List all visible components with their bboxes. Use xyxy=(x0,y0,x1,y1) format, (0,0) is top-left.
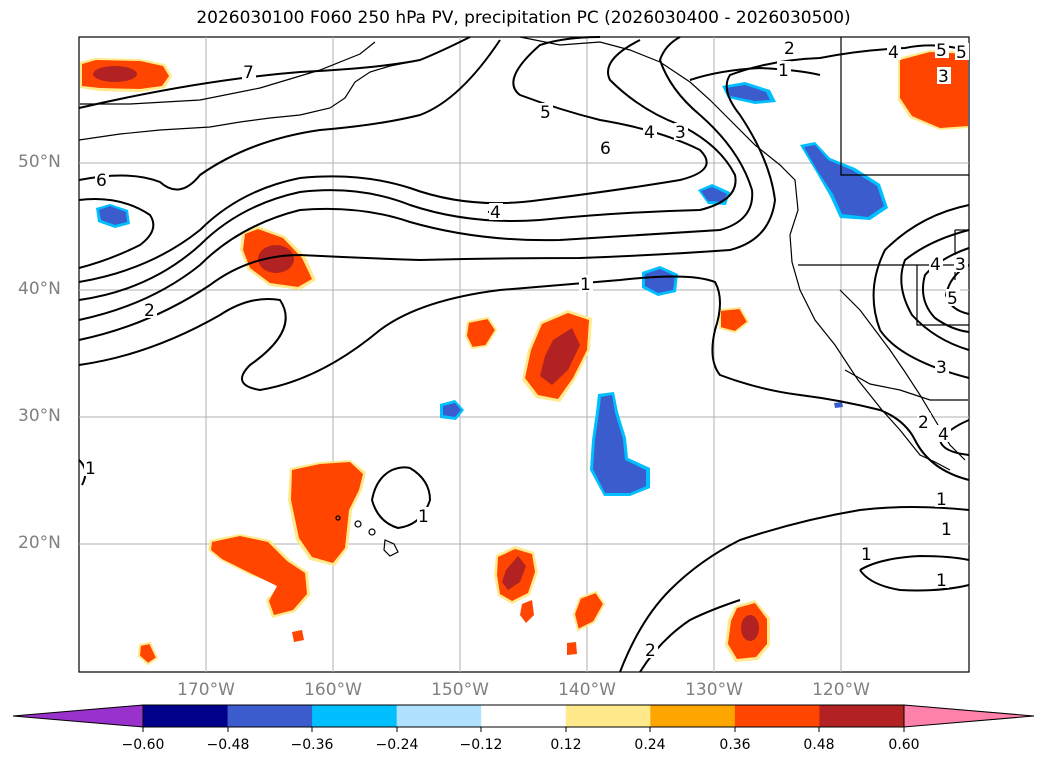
contour-label: 5 xyxy=(936,41,947,61)
pv-contour-6a xyxy=(78,39,501,191)
contour-label: 1 xyxy=(85,459,96,479)
precip-blob xyxy=(726,85,770,101)
colorbar-tick-label: 0.12 xyxy=(550,737,582,753)
pv-contour-2b xyxy=(619,506,970,673)
contour-label: 1 xyxy=(778,61,789,81)
precip-blob xyxy=(211,536,307,615)
contour-label: 4 xyxy=(490,203,501,223)
colorbar-segment xyxy=(312,705,398,727)
colorbar-segment xyxy=(734,705,820,727)
lat-label-30n: 30°N xyxy=(18,406,61,426)
colorbar-outline xyxy=(142,704,905,728)
coastline-alaska xyxy=(78,61,411,141)
contour-label: 6 xyxy=(96,171,107,191)
contour-label: 1 xyxy=(861,545,872,565)
colorbar-segment xyxy=(143,705,229,727)
colorbar-extend-max xyxy=(903,704,1035,728)
colorbar xyxy=(12,704,1035,732)
colorbar-segment xyxy=(819,705,905,727)
colorbar-tick-label: −0.24 xyxy=(375,737,419,753)
coastline-north-america xyxy=(519,36,951,471)
colorbar-tick-label: 0.48 xyxy=(803,737,835,753)
contour-label: 2 xyxy=(784,39,795,59)
colorbar-segment xyxy=(650,705,736,727)
precip-blob xyxy=(804,145,884,217)
contour-label: 5 xyxy=(956,43,967,63)
contour-label: 4 xyxy=(644,123,655,143)
border-canada-us xyxy=(840,37,969,176)
colorbar-segment xyxy=(227,705,313,727)
contour-label: 4 xyxy=(938,425,949,445)
colorbar-tick-label: 0.24 xyxy=(634,737,666,753)
precip-blob xyxy=(443,403,461,417)
colorbar-tick-label: −0.36 xyxy=(290,737,334,753)
pv-contour-2c xyxy=(872,204,970,379)
contour-label: 2 xyxy=(144,301,155,321)
contour-label: 3 xyxy=(938,67,949,87)
precip-blob xyxy=(719,306,750,334)
pv-contour-1d xyxy=(370,466,432,530)
contour-label: 1 xyxy=(936,490,947,510)
precip-blob xyxy=(645,269,675,293)
colorbar-tick-label: 0.36 xyxy=(719,737,751,753)
pv-contour-3b xyxy=(900,229,970,351)
precip-blob xyxy=(593,395,646,493)
pv-contour-1b xyxy=(689,66,821,81)
lon-label-170w: 170°W xyxy=(177,680,235,700)
contour-label: 3 xyxy=(675,123,686,143)
precip-blob xyxy=(464,316,498,350)
contour-label: 6 xyxy=(600,139,611,159)
lon-label-130w: 130°W xyxy=(685,680,743,700)
contour-label: 4 xyxy=(930,255,941,275)
lon-label-160w: 160°W xyxy=(304,680,362,700)
colorbar-extend-min xyxy=(12,704,144,728)
lon-label-120w: 120°W xyxy=(812,680,870,700)
contour-label: 4 xyxy=(888,43,899,63)
pv-contour-3 xyxy=(78,36,754,321)
contour-label: 7 xyxy=(243,63,254,83)
lon-label-140w: 140°W xyxy=(558,680,616,700)
colorbar-tick-label: −0.60 xyxy=(121,737,165,753)
contour-label: 5 xyxy=(540,103,551,123)
contour-label: 3 xyxy=(955,255,966,275)
hawaii-islands xyxy=(335,515,399,557)
pv-contour-7 xyxy=(78,36,471,109)
pv-contour-6b xyxy=(78,198,155,269)
colorbar-segment xyxy=(565,705,651,727)
contour-label: 5 xyxy=(947,289,958,309)
map-title: 2026030100 F060 250 hPa PV, precipitatio… xyxy=(196,8,851,28)
contour-label: 2 xyxy=(645,641,656,661)
lat-label-50n: 50°N xyxy=(18,152,61,172)
contour-label: 3 xyxy=(936,358,947,378)
pv-contour-1a xyxy=(78,275,970,481)
precip-blob xyxy=(291,462,363,563)
colorbar-ticks xyxy=(142,727,905,732)
pv-contour-4 xyxy=(78,39,737,301)
pv-contour-5 xyxy=(78,36,708,283)
contour-labels: 7 6 5 4 3 2 1 6 4 2 1 1 1 5 4 3 2 1 1 xyxy=(84,39,969,661)
colorbar-tick-label: −0.48 xyxy=(206,737,250,753)
pv-contour-4b xyxy=(922,247,970,333)
precip-negative xyxy=(96,82,888,496)
colorbar-tick-label: −0.12 xyxy=(459,737,503,753)
contour-label: 1 xyxy=(580,275,591,295)
precip-blob xyxy=(572,590,606,632)
colorbar-segment xyxy=(396,705,482,727)
contour-label: 1 xyxy=(936,571,947,591)
pv-contour-1e xyxy=(859,554,970,592)
contour-label: 1 xyxy=(418,507,429,527)
precip-blob xyxy=(99,206,127,225)
contour-label: 2 xyxy=(918,413,929,433)
lon-label-150w: 150°W xyxy=(431,680,489,700)
pv-contours xyxy=(78,36,970,673)
lat-label-20n: 20°N xyxy=(18,533,61,553)
pv-contour-2 xyxy=(78,44,966,341)
contour-label: 1 xyxy=(941,520,952,540)
colorbar-segment xyxy=(481,705,567,727)
lat-label-40n: 40°N xyxy=(18,279,61,299)
precip-blob xyxy=(701,187,727,202)
colorbar-tick-label: 0.60 xyxy=(888,737,920,753)
